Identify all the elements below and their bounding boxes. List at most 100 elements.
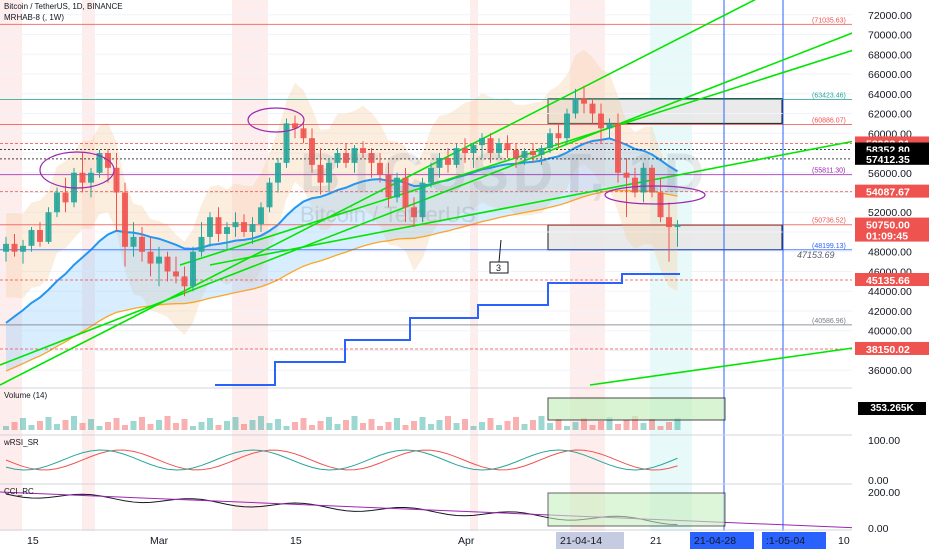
volume-bar (45, 417, 52, 430)
highlight-ellipse (39, 151, 115, 189)
volume-bar (470, 426, 477, 430)
date-highlight-label: 21-04-14 (560, 535, 602, 547)
wrsi-pane-label[interactable]: wRSI_SR (4, 438, 39, 447)
trend-line (0, 29, 861, 366)
volume-bar (3, 426, 9, 430)
candle-body (581, 98, 587, 104)
trend-line (209, 139, 861, 266)
candle-body (462, 148, 468, 154)
volume-bar (326, 417, 332, 430)
candle-body (360, 148, 366, 154)
candle-body (598, 113, 604, 129)
pane-scale-tick: 100.00 (868, 435, 900, 447)
volume-bar (504, 421, 511, 430)
volume-bar (445, 416, 451, 430)
volume-bar (300, 418, 307, 430)
volume-bar (71, 416, 77, 430)
candle-body (411, 207, 417, 218)
candle-body (402, 177, 409, 208)
price-scale-tick: 42000.00 (868, 306, 912, 318)
volume-bar (521, 424, 528, 430)
candle-body (513, 150, 519, 158)
price-tag (855, 273, 929, 287)
candle-body (28, 230, 35, 246)
candle-body (37, 230, 43, 242)
candle-body (521, 151, 528, 158)
indicator-title[interactable]: MRHAB-8 (, 1W) (4, 13, 64, 22)
cci-trend-line (0, 491, 861, 529)
symbol-title[interactable]: Bitcoin / TetherUS, 1D, BINANCE (4, 2, 123, 11)
volume-bar (122, 425, 128, 430)
volume-bar (598, 421, 604, 430)
watermark-ticker: BTCUSDT, 1D (300, 141, 709, 204)
candle-body (113, 167, 120, 193)
volume-bar (37, 421, 43, 430)
volume-bar (62, 420, 69, 430)
price-scale-tick: 36000.00 (868, 365, 912, 377)
candle-body (45, 212, 52, 242)
volume-bar (572, 422, 579, 430)
date-highlight (556, 532, 624, 549)
candle-body (156, 256, 162, 264)
candle-body (20, 245, 26, 252)
volume-bar (674, 418, 681, 430)
volume-bar (20, 418, 26, 430)
price-scale-tick: 56000.00 (868, 168, 912, 180)
stepped-line (215, 273, 680, 386)
volume-bar (402, 425, 409, 430)
candle-body (232, 222, 239, 228)
candle-body (215, 217, 222, 234)
candle-body (377, 162, 383, 175)
volume-bar (232, 417, 239, 430)
candle-body (666, 217, 672, 228)
volume-bar (411, 421, 417, 430)
level-label: 47153.69 (797, 250, 835, 260)
volume-value-badge: 353.265K (858, 402, 926, 415)
candle-body (309, 138, 315, 165)
volume-bar (292, 422, 298, 430)
candle-body (564, 113, 570, 139)
candle-body (224, 227, 230, 234)
candle-body (496, 143, 502, 154)
candle-body (343, 153, 349, 163)
candle-body (649, 167, 655, 193)
volume-bar (173, 423, 179, 430)
candle-body (96, 153, 103, 173)
candle-body (453, 148, 460, 165)
wrsi-line (5, 449, 678, 471)
date-tick: 15 (27, 535, 39, 547)
candle-body (122, 192, 128, 247)
date-highlight-label: 21-04-28 (694, 535, 736, 547)
date-axis-bg (0, 531, 852, 550)
volume-bar (190, 426, 196, 430)
cci-pane-label[interactable]: CCI_RC (4, 487, 34, 496)
candle-body (368, 153, 375, 163)
session-zone (470, 0, 478, 550)
volume-bar (258, 416, 264, 430)
session-zone (82, 0, 95, 550)
volume-bar (547, 423, 553, 430)
price-tag-value: 54087.67 (866, 187, 910, 199)
candle-body (385, 174, 392, 198)
price-tag (855, 217, 929, 242)
volume-bar (530, 420, 536, 430)
candle-body (54, 192, 60, 213)
price-scale-tick: 64000.00 (868, 89, 912, 101)
price-scale-tick: 70000.00 (868, 30, 912, 42)
volume-bar (666, 422, 672, 430)
candle-body (79, 172, 86, 183)
price-tag-value: 38150.02 (866, 344, 910, 356)
price-cloud (6, 49, 678, 335)
volume-pane-label[interactable]: Volume (14) (4, 391, 48, 400)
candle-body (334, 153, 341, 163)
candle-body (88, 172, 94, 183)
candle-body (589, 103, 596, 114)
volume-bar (164, 416, 171, 430)
volume-bar (241, 424, 247, 430)
volume-bar (249, 420, 256, 430)
volume-bar (368, 419, 375, 430)
volume-bar (419, 417, 426, 430)
candle-body (300, 128, 307, 139)
